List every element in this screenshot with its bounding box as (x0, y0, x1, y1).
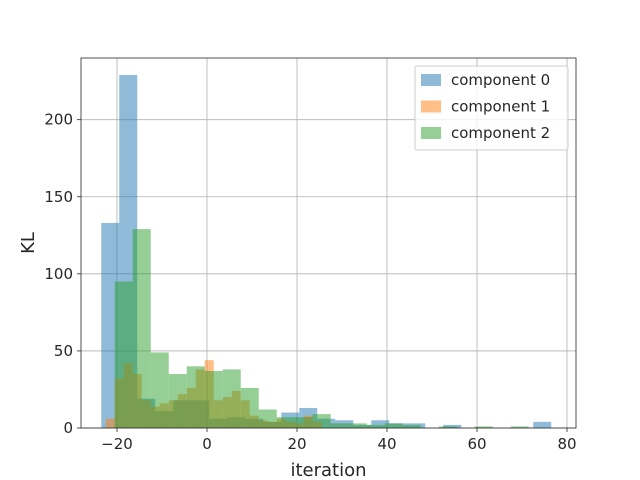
histogram-bar (258, 409, 277, 428)
tick-labels: −20 0 20 40 60 80 0 50 100 150 200 (44, 111, 576, 453)
histogram-bar (294, 417, 313, 428)
y-axis-label: KL (18, 232, 39, 254)
histogram-bar (474, 426, 493, 428)
histogram-bar (105, 418, 115, 428)
histogram-bar (222, 369, 241, 428)
histogram-bar (168, 374, 187, 428)
tick-marks (77, 119, 568, 432)
histogram-bar (443, 424, 462, 428)
x-tick-label: 40 (377, 435, 396, 453)
y-tick-label: 100 (44, 265, 73, 283)
histogram-bar (150, 352, 169, 428)
x-axis-label: iteration (290, 460, 366, 480)
histogram-bar (240, 387, 259, 428)
histogram-bar (384, 423, 403, 428)
legend: component 0 component 1 component 2 (414, 65, 569, 151)
y-tick-label: 50 (54, 342, 73, 360)
histogram-bar (132, 229, 151, 428)
y-tick-label: 150 (44, 188, 73, 206)
histogram-bar (438, 426, 457, 428)
histogram-bar (114, 281, 133, 428)
x-tick-label: 80 (557, 435, 576, 453)
axes-frame (80, 57, 577, 429)
x-tick-label: 0 (202, 435, 212, 453)
histogram-bar (330, 423, 349, 428)
bars (101, 74, 552, 428)
x-tick-label: 20 (287, 435, 306, 453)
histogram-bar (371, 420, 390, 428)
legend-swatch (421, 74, 441, 86)
series-2-bars (114, 229, 529, 428)
histogram-bar (312, 414, 331, 428)
legend-label: component 0 (451, 71, 550, 89)
x-tick-label: 60 (467, 435, 486, 453)
histogram-bar (402, 424, 421, 428)
y-tick-label: 0 (63, 419, 73, 437)
histogram-bar (276, 417, 295, 428)
legend-label: component 2 (451, 124, 550, 142)
histogram-bar (348, 423, 367, 428)
legend-label: component 1 (451, 98, 550, 116)
histogram-bar (533, 421, 552, 428)
histogram-bar (204, 370, 223, 428)
legend-swatch (421, 127, 441, 139)
legend-box (414, 65, 569, 151)
legend-swatch (421, 100, 441, 113)
histogram-bar (510, 426, 529, 428)
x-tick-label: −20 (101, 435, 133, 453)
histogram-bar (366, 424, 385, 428)
y-tick-label: 200 (44, 111, 73, 129)
histogram-bar (186, 366, 205, 428)
